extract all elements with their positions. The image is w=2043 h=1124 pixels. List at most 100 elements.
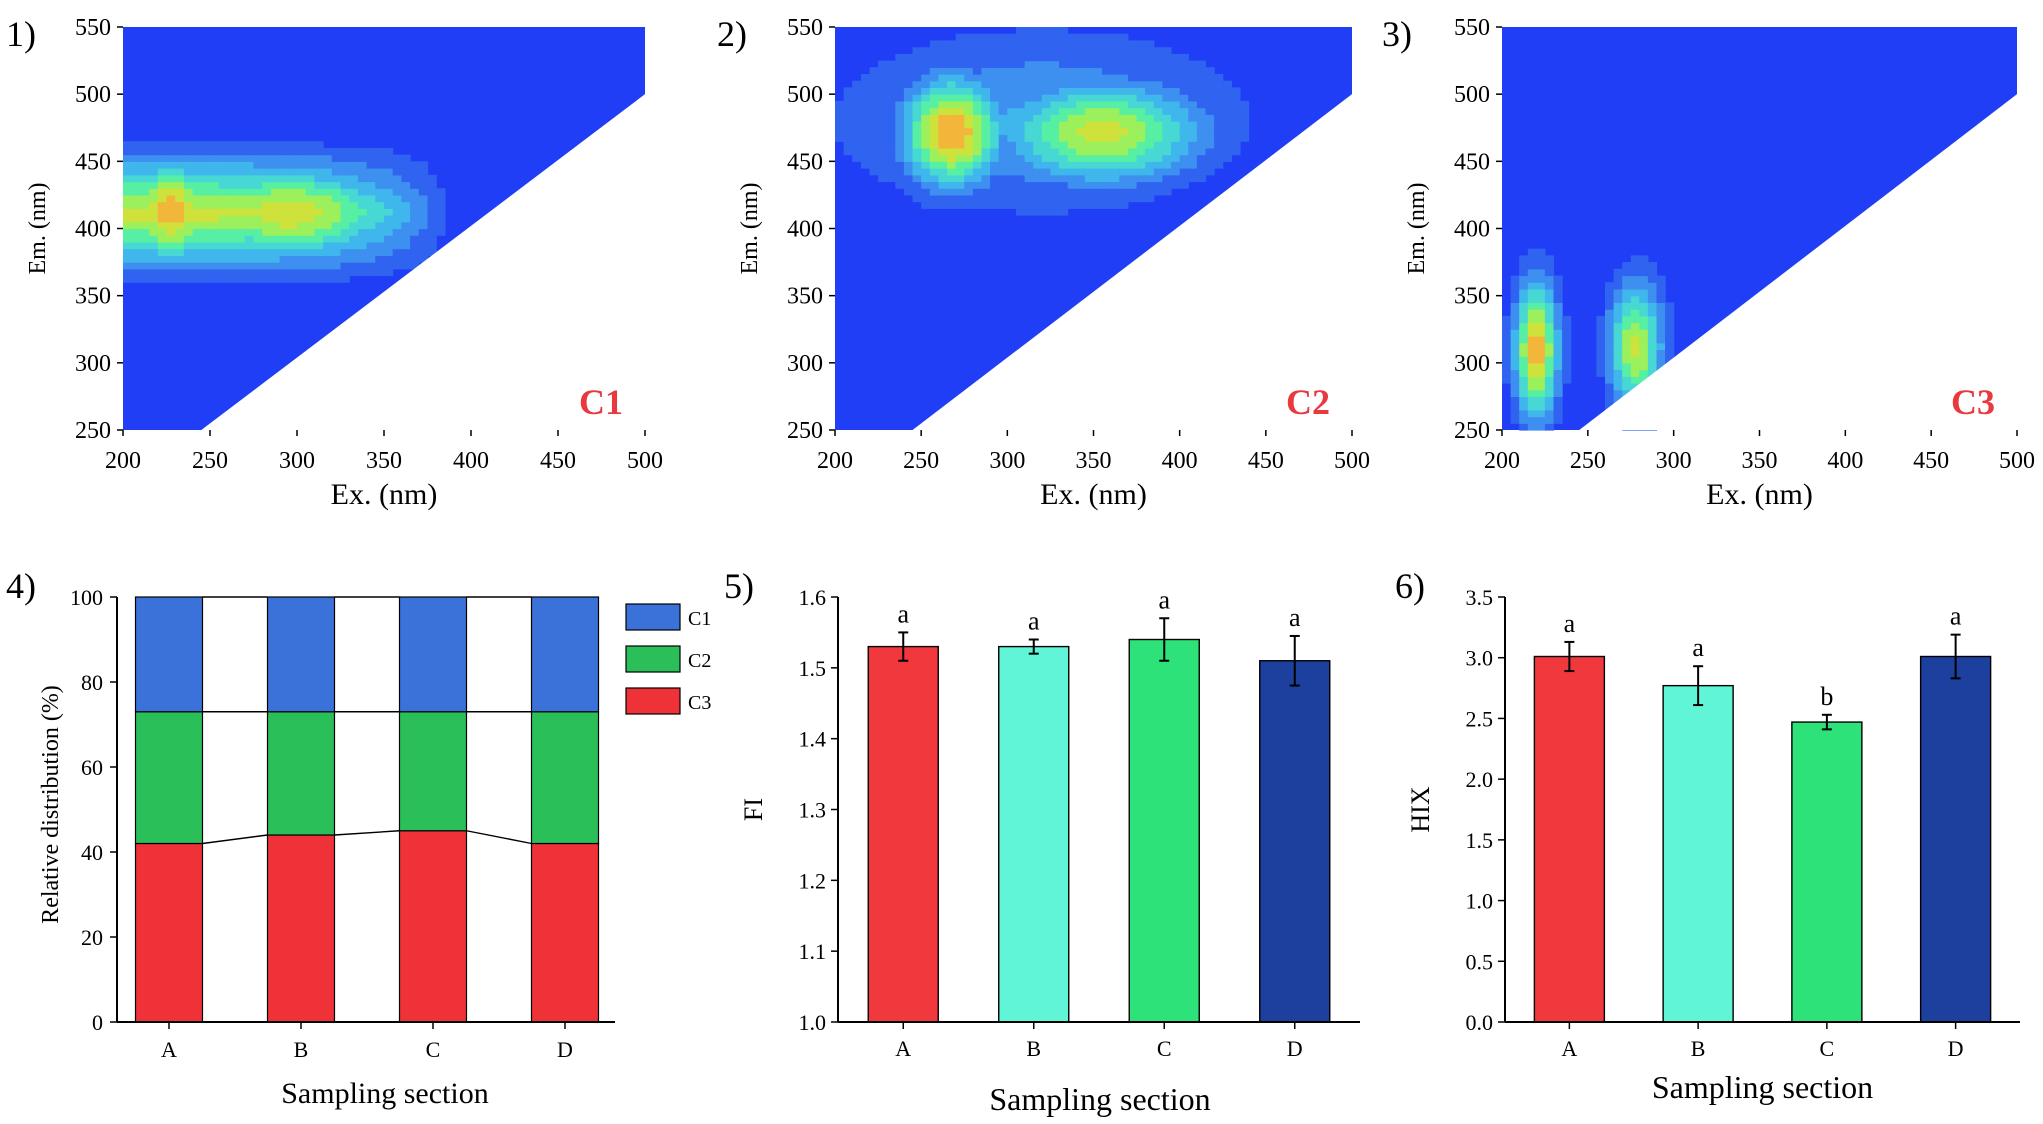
contour-cell xyxy=(279,194,289,203)
contour-cell xyxy=(981,100,991,109)
contour-cell xyxy=(912,181,922,189)
contour-cell xyxy=(1162,47,1172,55)
contour-cell xyxy=(340,188,350,196)
x-tick-label: 300 xyxy=(279,448,315,474)
contour-cell xyxy=(929,161,939,169)
contour-cell xyxy=(305,141,315,149)
contour-cell xyxy=(1222,147,1232,156)
contour-cell xyxy=(1041,208,1051,216)
contour-cell xyxy=(1536,356,1546,364)
contour-cell xyxy=(1102,141,1112,149)
y-tick-label: 1.0 xyxy=(799,1010,827,1035)
contour-cell xyxy=(1527,342,1537,350)
contour-cell xyxy=(1647,342,1658,350)
contour-cell xyxy=(1665,309,1675,317)
contour-cell xyxy=(157,154,168,162)
contour-cell xyxy=(1188,147,1198,156)
y-tick-label: 450 xyxy=(787,149,823,175)
contour-cell xyxy=(166,221,176,230)
x-axis-title: Ex. (nm) xyxy=(1040,478,1147,511)
contour-cell xyxy=(903,188,914,196)
contour-cell xyxy=(990,100,1000,109)
contour-cell xyxy=(157,248,168,256)
contour-cell xyxy=(314,221,324,230)
contour-cell xyxy=(305,221,315,230)
contour-cell xyxy=(895,141,905,149)
contour-cell xyxy=(340,161,350,169)
contour-cell xyxy=(140,215,150,223)
contour-cell xyxy=(1656,295,1666,303)
contour-cell xyxy=(218,154,228,162)
contour-cell xyxy=(366,241,376,250)
contour-cell xyxy=(1519,309,1529,317)
contour-cell xyxy=(1128,53,1138,62)
contour-cell xyxy=(1136,53,1146,62)
contour-cell xyxy=(1007,188,1017,196)
contour-cell xyxy=(1656,309,1666,317)
contour-cell xyxy=(288,188,298,196)
contour-cell xyxy=(1059,168,1069,176)
contour-cell xyxy=(1205,100,1215,109)
contour-cell xyxy=(1024,161,1034,169)
contour-cell xyxy=(860,154,871,162)
contour-cell xyxy=(1059,194,1069,203)
contour-cell xyxy=(947,121,957,129)
contour-cell xyxy=(1059,161,1069,169)
contour-cell xyxy=(1519,315,1529,324)
contour-cell xyxy=(262,228,272,236)
contour-cell xyxy=(1050,188,1060,196)
contour-cell xyxy=(1188,100,1198,109)
contour-cell xyxy=(929,134,939,142)
contour-cell xyxy=(323,255,333,263)
x-tick-label: C xyxy=(1157,1036,1172,1061)
contour-cell xyxy=(427,181,437,189)
contour-cell xyxy=(270,168,281,176)
contour-cell xyxy=(1102,194,1112,203)
contour-cell xyxy=(972,40,983,48)
contour-cell xyxy=(375,235,385,243)
contour-cell xyxy=(921,107,931,115)
contour-cell xyxy=(1502,376,1512,384)
contour-cell xyxy=(175,262,185,270)
contour-cell xyxy=(998,127,1008,136)
contour-cell xyxy=(929,121,939,129)
contour-cell xyxy=(253,262,263,270)
contour-cell xyxy=(1067,87,1077,95)
contour-cell xyxy=(279,141,289,149)
y-tick-label: 450 xyxy=(75,149,111,175)
contour-cell xyxy=(1024,27,1034,35)
contour-cell xyxy=(1024,94,1034,102)
contour-cell xyxy=(1145,40,1155,48)
contour-cell xyxy=(921,74,931,82)
contour-cell xyxy=(166,168,176,176)
contour-cell xyxy=(357,194,368,203)
contour-cell xyxy=(921,141,931,149)
contour-cell xyxy=(912,154,922,162)
contour-cell xyxy=(175,215,185,223)
contour-cell xyxy=(340,208,350,216)
contour-cell xyxy=(1016,147,1026,156)
contour-cell xyxy=(175,221,185,230)
legend-label-c1: C1 xyxy=(688,608,711,630)
contour-cell xyxy=(1162,127,1172,136)
contour-cell xyxy=(418,168,429,176)
contour-cell xyxy=(955,80,965,88)
contour-cell xyxy=(270,255,281,263)
contour-cell xyxy=(1119,168,1129,176)
contour-cell xyxy=(1519,336,1529,344)
contour-cell xyxy=(1059,74,1069,82)
contour-cell xyxy=(869,134,879,142)
contour-cell xyxy=(262,161,272,169)
contour-cell xyxy=(1024,47,1034,55)
contour-cell xyxy=(938,114,948,122)
contour-cell xyxy=(1188,174,1198,183)
contour-cell xyxy=(166,241,176,250)
contour-cell xyxy=(947,168,957,176)
contour-cell xyxy=(1510,275,1520,283)
contour-cell xyxy=(1102,147,1112,156)
contour-cell xyxy=(149,235,159,243)
contour-cell xyxy=(1536,309,1546,317)
contour-cell xyxy=(1016,74,1026,82)
contour-cell xyxy=(1128,114,1138,122)
